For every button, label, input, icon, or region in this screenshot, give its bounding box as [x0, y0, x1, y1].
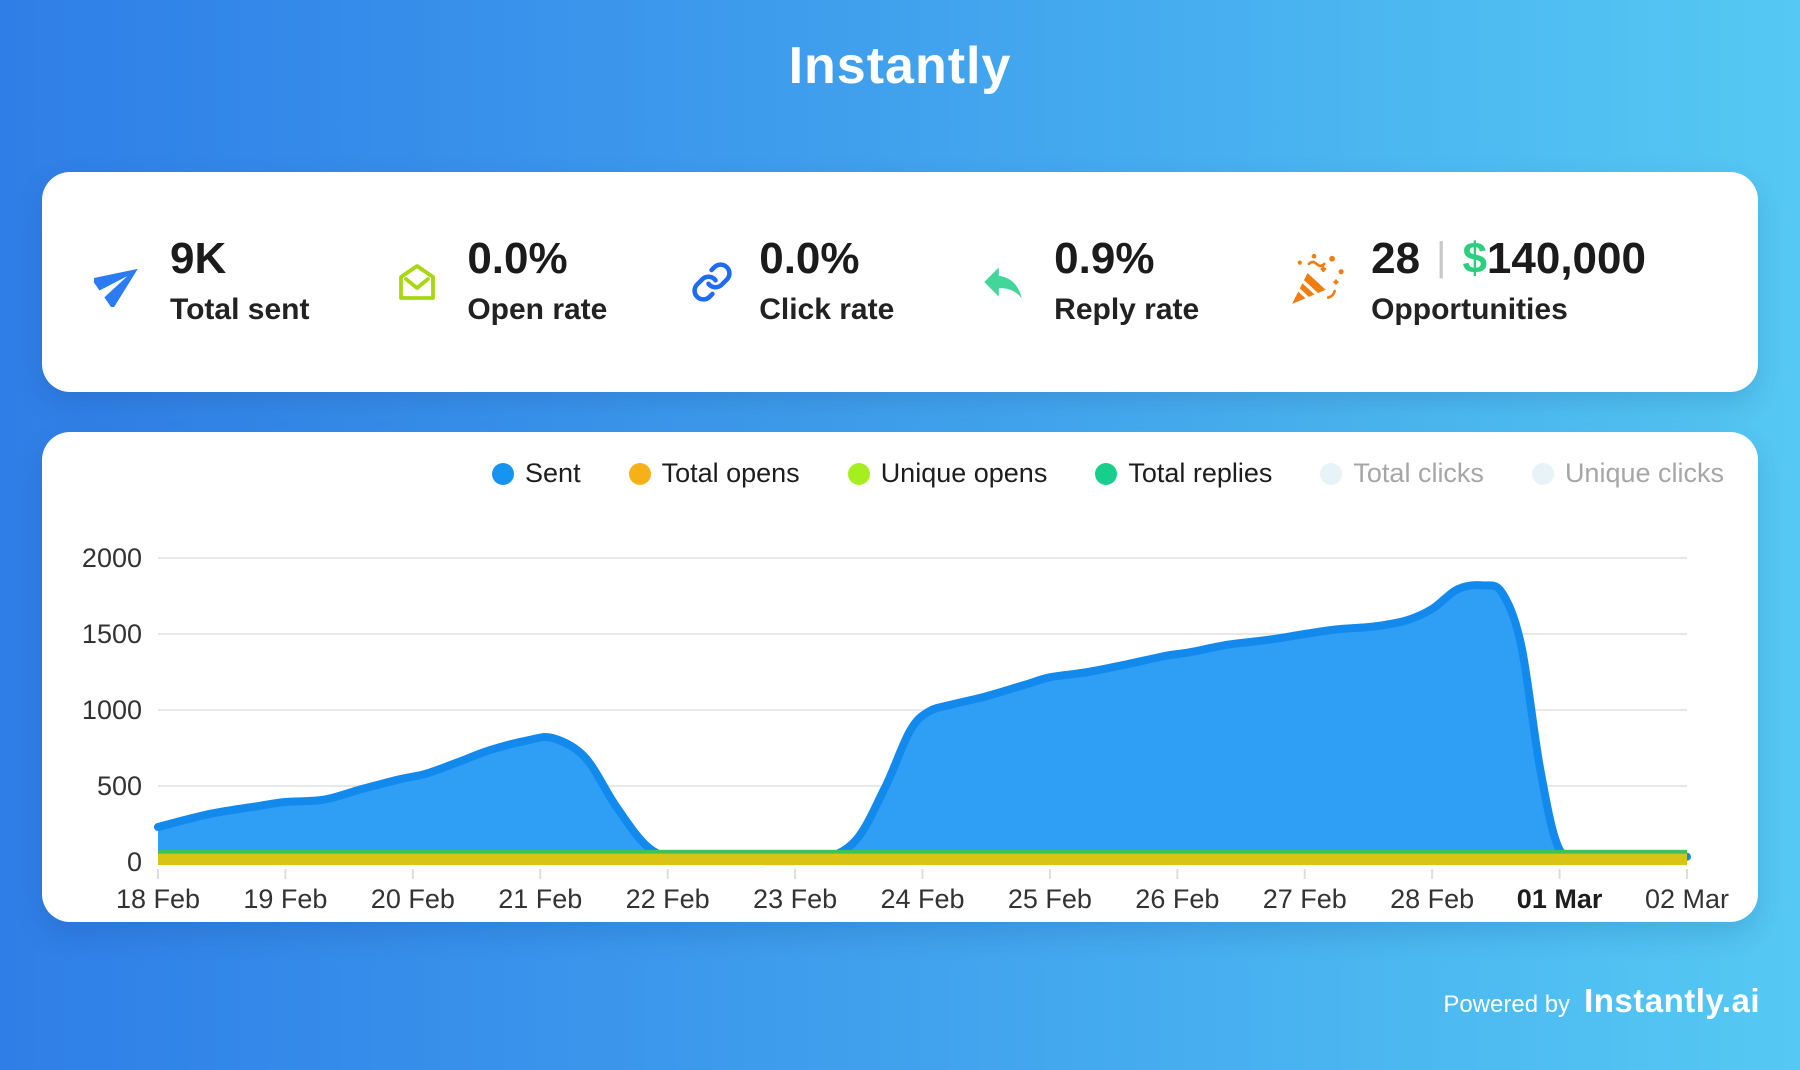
legend-label: Total replies	[1128, 458, 1273, 488]
divider: |	[1436, 235, 1447, 279]
stat-click-rate: 0.0% Click rate	[691, 237, 894, 327]
svg-text:28 Feb: 28 Feb	[1390, 884, 1474, 914]
legend-label: Total clicks	[1353, 458, 1484, 488]
reply-arrow-icon	[984, 267, 1022, 299]
stat-total-sent: 9K Total sent	[94, 237, 309, 327]
legend-dot	[1320, 462, 1343, 485]
svg-text:19 Feb: 19 Feb	[243, 884, 327, 914]
svg-text:24 Feb: 24 Feb	[880, 884, 964, 914]
legend-dot	[1531, 462, 1554, 485]
legend-label: Unique clicks	[1564, 458, 1724, 488]
legend-item-unique-clicks[interactable]: Unique clicks	[1531, 458, 1724, 489]
stat-reply-rate: 0.9% Reply rate	[978, 237, 1199, 327]
legend-item-sent[interactable]: Sent	[492, 458, 581, 489]
sent-area-chart: 0 500 1000 1500 2000 18 Feb 19 Feb 20 Feb 21 Feb…	[82, 543, 1729, 914]
currency-symbol: $	[1462, 234, 1487, 283]
svg-text:27 Feb: 27 Feb	[1263, 884, 1347, 914]
stat-open-rate: 0.0% Open rate	[393, 237, 607, 327]
svg-text:25 Feb: 25 Feb	[1008, 884, 1092, 914]
chart-legend: Sent Total opens Unique opens Total replies…	[492, 458, 1724, 489]
stat-label: Reply rate	[1054, 293, 1200, 326]
legend-label: Sent	[525, 458, 581, 488]
opportunities-amount: 140,000	[1486, 234, 1646, 283]
svg-text:500: 500	[97, 771, 142, 801]
opportunities-value: 28 | $ 140,000	[1371, 237, 1646, 281]
stat-label: Click rate	[759, 293, 895, 326]
stat-label: Open rate	[467, 293, 608, 326]
svg-text:02 Mar: 02 Mar	[1645, 884, 1729, 914]
stat-label: Opportunities	[1371, 293, 1568, 326]
legend-item-unique-opens[interactable]: Unique opens	[847, 458, 1048, 489]
legend-dot	[492, 462, 515, 485]
legend-dot	[628, 462, 651, 485]
legend-item-total-clicks[interactable]: Total clicks	[1320, 458, 1484, 489]
legend-dot	[847, 462, 870, 485]
svg-text:2000: 2000	[82, 543, 142, 573]
svg-text:20 Feb: 20 Feb	[371, 884, 455, 914]
svg-text:21 Feb: 21 Feb	[498, 884, 582, 914]
legend-item-total-opens[interactable]: Total opens	[628, 458, 800, 489]
stat-opportunities: 28 | $ 140,000 Opportunities	[1283, 237, 1646, 327]
legend-label: Total opens	[661, 458, 800, 488]
chart-card: Sent Total opens Unique opens Total replies…	[42, 432, 1758, 922]
legend-item-total-replies[interactable]: Total replies	[1095, 458, 1272, 489]
svg-text:1500: 1500	[82, 619, 142, 649]
stat-value: 0.0%	[759, 234, 860, 283]
svg-text:26 Feb: 26 Feb	[1135, 884, 1219, 914]
page-title: Instantly	[788, 37, 1012, 95]
svg-text:01 Mar: 01 Mar	[1517, 884, 1603, 914]
legend-dot	[1095, 462, 1118, 485]
stat-value: 9K	[170, 234, 227, 283]
svg-text:18 Feb: 18 Feb	[116, 884, 200, 914]
svg-text:22 Feb: 22 Feb	[626, 884, 710, 914]
powered-by-text: Powered by	[1443, 991, 1571, 1018]
paper-plane-icon	[94, 268, 138, 307]
svg-text:23 Feb: 23 Feb	[753, 884, 837, 914]
svg-text:1000: 1000	[82, 695, 142, 725]
open-envelope-icon	[399, 264, 436, 300]
stat-label: Total sent	[170, 293, 310, 326]
stat-value: 0.0%	[467, 234, 568, 283]
svg-text:0: 0	[127, 847, 142, 877]
powered-by: Powered by Instantly.ai	[1443, 982, 1760, 1020]
brand-logo-text: Instantly.ai	[1584, 982, 1760, 1019]
stat-value: 0.9%	[1054, 234, 1155, 283]
party-popper-icon	[1292, 253, 1344, 304]
link-icon	[692, 262, 732, 302]
stats-card: 9K Total sent 0.0% Open rate	[42, 172, 1758, 392]
legend-label: Unique opens	[880, 458, 1048, 488]
opportunities-count: 28	[1371, 234, 1421, 283]
